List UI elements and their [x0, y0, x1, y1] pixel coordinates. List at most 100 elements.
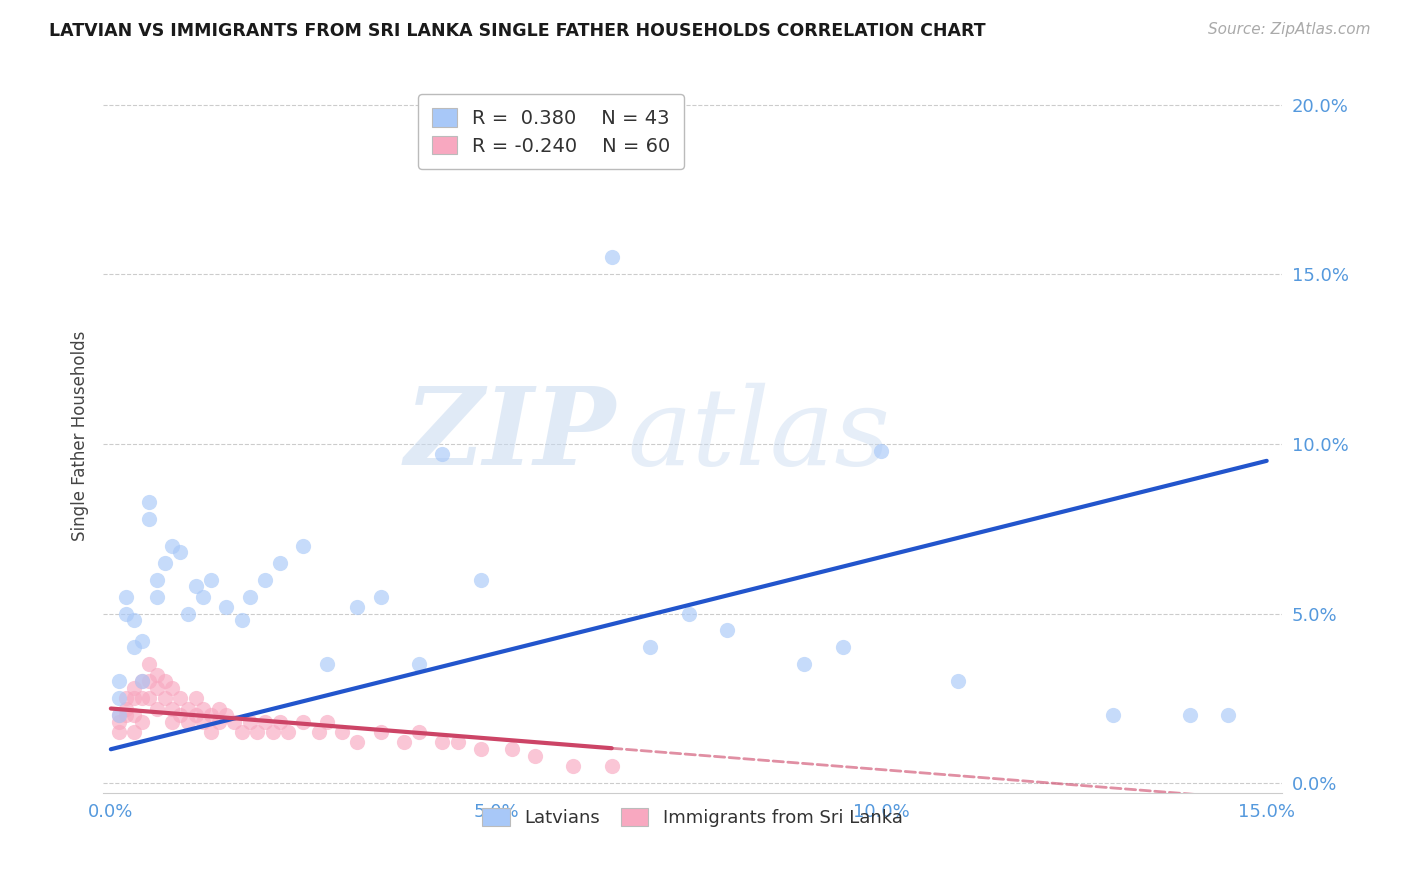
- Point: [115, 590, 138, 604]
- Point: [1101, 708, 1123, 723]
- Point: [1218, 708, 1240, 723]
- Point: [470, 573, 492, 587]
- Point: [107, 674, 129, 689]
- Point: [193, 701, 215, 715]
- Point: [224, 715, 246, 730]
- Point: [146, 573, 169, 587]
- Point: [231, 613, 253, 627]
- Point: [370, 725, 392, 739]
- Point: [370, 590, 392, 604]
- Point: [138, 674, 160, 689]
- Point: [430, 735, 453, 749]
- Point: [208, 701, 231, 715]
- Point: [262, 725, 284, 739]
- Point: [107, 708, 129, 723]
- Point: [162, 715, 184, 730]
- Point: [269, 556, 291, 570]
- Point: [115, 701, 138, 715]
- Point: [122, 681, 145, 695]
- Point: [162, 681, 184, 695]
- Point: [153, 674, 176, 689]
- Point: [308, 725, 330, 739]
- Point: [122, 613, 145, 627]
- Point: [200, 725, 222, 739]
- Point: [315, 657, 337, 672]
- Point: [638, 640, 661, 655]
- Point: [446, 735, 468, 749]
- Point: [193, 590, 215, 604]
- Point: [177, 607, 200, 621]
- Point: [184, 691, 207, 706]
- Point: [131, 691, 153, 706]
- Point: [678, 607, 700, 621]
- Text: LATVIAN VS IMMIGRANTS FROM SRI LANKA SINGLE FATHER HOUSEHOLDS CORRELATION CHART: LATVIAN VS IMMIGRANTS FROM SRI LANKA SIN…: [49, 22, 986, 40]
- Point: [253, 573, 276, 587]
- Point: [200, 573, 222, 587]
- Point: [107, 725, 129, 739]
- Point: [238, 715, 260, 730]
- Point: [153, 556, 176, 570]
- Point: [177, 701, 200, 715]
- Text: Source: ZipAtlas.com: Source: ZipAtlas.com: [1208, 22, 1371, 37]
- Point: [277, 725, 299, 739]
- Point: [146, 667, 169, 681]
- Point: [122, 725, 145, 739]
- Point: [215, 708, 238, 723]
- Point: [292, 539, 315, 553]
- Point: [169, 691, 191, 706]
- Point: [184, 708, 207, 723]
- Point: [193, 715, 215, 730]
- Point: [115, 708, 138, 723]
- Point: [131, 633, 153, 648]
- Point: [138, 691, 160, 706]
- Point: [169, 545, 191, 559]
- Point: [246, 725, 269, 739]
- Point: [292, 715, 315, 730]
- Point: [107, 708, 129, 723]
- Point: [330, 725, 353, 739]
- Point: [107, 691, 129, 706]
- Point: [153, 691, 176, 706]
- Point: [600, 759, 623, 773]
- Point: [122, 691, 145, 706]
- Point: [501, 742, 523, 756]
- Point: [131, 674, 153, 689]
- Point: [215, 599, 238, 614]
- Point: [408, 657, 430, 672]
- Point: [177, 715, 200, 730]
- Point: [346, 599, 368, 614]
- Point: [315, 715, 337, 730]
- Point: [346, 735, 368, 749]
- Point: [169, 708, 191, 723]
- Point: [162, 539, 184, 553]
- Point: [253, 715, 276, 730]
- Point: [200, 708, 222, 723]
- Point: [470, 742, 492, 756]
- Point: [146, 681, 169, 695]
- Point: [1178, 708, 1201, 723]
- Point: [408, 725, 430, 739]
- Point: [131, 674, 153, 689]
- Point: [430, 447, 453, 461]
- Point: [831, 640, 853, 655]
- Point: [138, 657, 160, 672]
- Text: ZIP: ZIP: [405, 383, 616, 489]
- Point: [600, 250, 623, 264]
- Point: [523, 749, 546, 764]
- Text: atlas: atlas: [627, 383, 891, 488]
- Point: [122, 708, 145, 723]
- Point: [146, 701, 169, 715]
- Point: [948, 674, 970, 689]
- Legend: Latvians, Immigrants from Sri Lanka: Latvians, Immigrants from Sri Lanka: [475, 801, 910, 834]
- Point: [115, 607, 138, 621]
- Point: [115, 691, 138, 706]
- Point: [138, 511, 160, 525]
- Point: [870, 443, 893, 458]
- Point: [208, 715, 231, 730]
- Point: [392, 735, 415, 749]
- Point: [122, 640, 145, 655]
- Point: [162, 701, 184, 715]
- Point: [238, 590, 260, 604]
- Point: [184, 579, 207, 593]
- Point: [131, 715, 153, 730]
